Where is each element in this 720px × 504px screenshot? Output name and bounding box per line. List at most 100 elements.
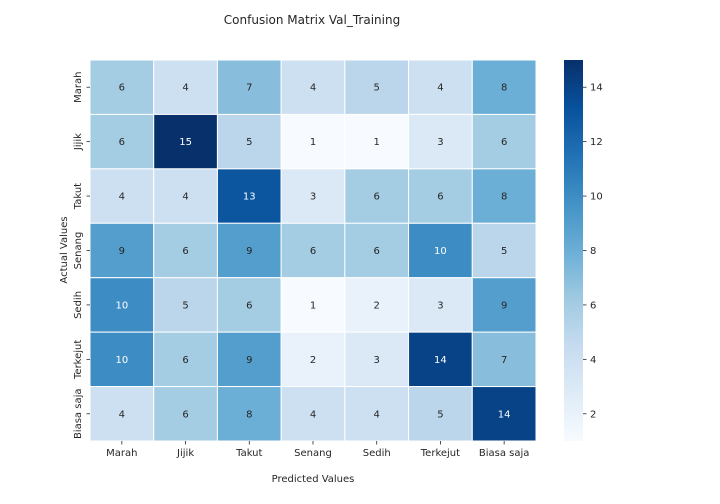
colorbar-tick-label: 4 bbox=[590, 355, 596, 366]
colorbar bbox=[564, 60, 583, 441]
heatmap-cell bbox=[344, 113, 410, 170]
heatmap-cell-value: 1 bbox=[310, 137, 316, 148]
heatmap-cell bbox=[408, 222, 473, 279]
heatmap-cell-value: 6 bbox=[374, 192, 380, 203]
colorbar-tick-label: 14 bbox=[590, 83, 603, 94]
heatmap-cell-value: 4 bbox=[182, 192, 188, 203]
colorbar-tick-label: 8 bbox=[590, 246, 596, 257]
heatmap-cell bbox=[216, 59, 282, 115]
heatmap-cell-value: 9 bbox=[246, 355, 252, 366]
heatmap-cell bbox=[153, 168, 218, 224]
heatmap-cell bbox=[280, 222, 346, 279]
heatmap-cell-value: 9 bbox=[501, 300, 507, 311]
heatmap-cell-value: 5 bbox=[437, 409, 443, 420]
heatmap-cell bbox=[89, 386, 155, 442]
heatmap-cell-value: 6 bbox=[246, 300, 252, 311]
heatmap-cell bbox=[280, 386, 346, 442]
heatmap-cell-value: 5 bbox=[501, 246, 507, 257]
heatmap-cell-labels: 6 4 7 4 5 4 86 15 5 1 1 3 64 4 13 3 6 6 89 6 9 6 6 10 510 5 6 1 2 3 91… bbox=[115, 83, 510, 421]
heatmap-cell bbox=[471, 168, 537, 224]
heatmap-cell-value: 15 bbox=[179, 137, 192, 148]
heatmap-cell-value: 2 bbox=[374, 300, 380, 311]
heatmap-cell-value: 4 bbox=[119, 409, 125, 420]
heatmap-cell-value: 7 bbox=[246, 83, 252, 94]
heatmap-cell bbox=[89, 59, 155, 115]
heatmap-cell bbox=[153, 331, 218, 388]
heatmap-cell-value: 5 bbox=[246, 137, 252, 148]
heatmap-cell-value: 14 bbox=[434, 355, 447, 366]
heatmap-cell-value: 10 bbox=[115, 300, 128, 311]
heatmap-cell-value: 4 bbox=[437, 83, 443, 94]
heatmap-cell-value: 4 bbox=[310, 83, 316, 94]
x-tick-label: Biasa saja bbox=[479, 448, 530, 459]
heatmap-cell-value: 6 bbox=[310, 246, 316, 257]
heatmap-cell-value: 9 bbox=[119, 246, 125, 257]
heatmap-cell bbox=[280, 168, 346, 224]
heatmap-cell bbox=[344, 331, 410, 388]
colorbar-ticks: 2 4 6 8 10 12 14 bbox=[583, 83, 603, 420]
heatmap-cell-value: 6 bbox=[119, 83, 125, 94]
colorbar-tick-label: 6 bbox=[590, 300, 596, 311]
heatmap-cell bbox=[216, 277, 282, 333]
heatmap-cells bbox=[89, 59, 537, 442]
heatmap-cell-value: 4 bbox=[310, 409, 316, 420]
heatmap-cell-value: 3 bbox=[437, 300, 443, 311]
heatmap-cell bbox=[408, 386, 473, 442]
colorbar-tick-label: 12 bbox=[590, 137, 603, 148]
heatmap-cell bbox=[344, 168, 410, 224]
heatmap-cell-value: 6 bbox=[119, 137, 125, 148]
chart-title: Confusion Matrix Val_Training bbox=[224, 13, 400, 27]
heatmap-cell-value: 4 bbox=[374, 409, 380, 420]
heatmap-cell-value: 9 bbox=[246, 246, 252, 257]
heatmap-cell-value: 14 bbox=[498, 409, 511, 420]
colorbar-tick-label: 10 bbox=[590, 192, 603, 203]
heatmap-cell-value: 13 bbox=[243, 192, 256, 203]
x-axis-ticks: Marah Jijik Takut Senang Sedih Terkejut Biasa … bbox=[106, 441, 529, 459]
x-tick-label: Takut bbox=[235, 448, 262, 459]
y-tick-label: Takut bbox=[73, 183, 84, 210]
heatmap-cell bbox=[471, 331, 537, 388]
heatmap-cell-value: 4 bbox=[182, 83, 188, 94]
heatmap-cell bbox=[89, 331, 155, 388]
heatmap-cell bbox=[471, 222, 537, 279]
heatmap-cell bbox=[89, 277, 155, 333]
heatmap-cell-value: 5 bbox=[182, 300, 188, 311]
y-tick-label: Senang bbox=[73, 232, 84, 270]
heatmap-cell bbox=[471, 113, 537, 170]
x-tick-label: Marah bbox=[106, 448, 137, 459]
x-tick-label: Terkejut bbox=[420, 448, 460, 459]
x-axis-label: Predicted Values bbox=[272, 474, 355, 485]
heatmap-cell-value: 5 bbox=[374, 83, 380, 94]
heatmap-cell-value: 6 bbox=[501, 137, 507, 148]
heatmap-cell bbox=[471, 386, 537, 442]
heatmap-cell-value: 4 bbox=[119, 192, 125, 203]
heatmap-cell-value: 10 bbox=[434, 246, 447, 257]
y-tick-label: Biasa saja bbox=[73, 389, 84, 440]
heatmap-cell bbox=[280, 331, 346, 388]
heatmap-cell-value: 3 bbox=[437, 137, 443, 148]
heatmap-cell-value: 8 bbox=[501, 192, 507, 203]
heatmap-cell bbox=[408, 168, 473, 224]
heatmap-cell bbox=[216, 168, 282, 224]
heatmap-cell-value: 6 bbox=[182, 355, 188, 366]
heatmap-cell bbox=[89, 222, 155, 279]
heatmap-cell bbox=[153, 222, 218, 279]
heatmap-cell bbox=[344, 386, 410, 442]
y-tick-label: Marah bbox=[73, 72, 84, 103]
x-tick-label: Senang bbox=[294, 448, 332, 459]
heatmap-cell-value: 6 bbox=[374, 246, 380, 257]
heatmap-cell-value: 8 bbox=[246, 409, 252, 420]
heatmap-cell-value: 6 bbox=[437, 192, 443, 203]
heatmap-cell-value: 6 bbox=[182, 409, 188, 420]
heatmap-cell-value: 1 bbox=[374, 137, 380, 148]
heatmap-cell-value: 8 bbox=[501, 83, 507, 94]
heatmap-cell-value: 1 bbox=[310, 300, 316, 311]
y-axis-ticks: Marah Jijik Takut Senang Sedih Terkejut Biasa … bbox=[73, 72, 90, 440]
x-tick-label: Jijik bbox=[176, 448, 194, 459]
heatmap-cell-value: 3 bbox=[310, 192, 316, 203]
heatmap-cell-value: 3 bbox=[374, 355, 380, 366]
heatmap-cell bbox=[216, 113, 282, 170]
colorbar-tick-label: 2 bbox=[590, 409, 596, 420]
y-tick-label: Terkejut bbox=[73, 340, 84, 380]
